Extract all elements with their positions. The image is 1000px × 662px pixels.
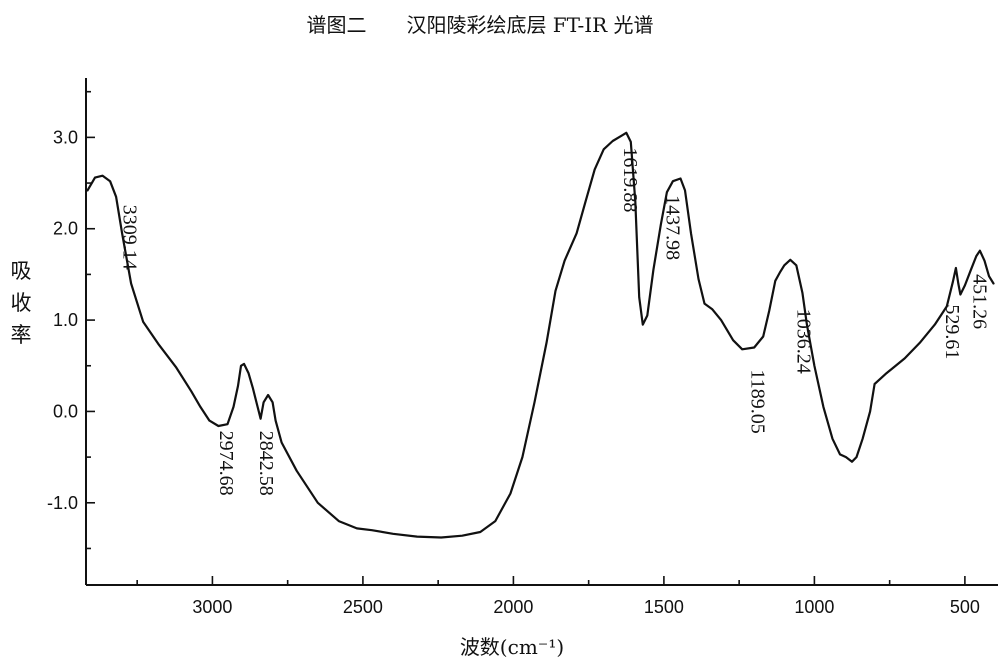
x-axis-ticks: 3000 2500 2000 1500 1000 500	[136, 576, 980, 617]
peak-label: 1036.24	[793, 309, 815, 374]
peak-labels: 3309.14 2974.68 2842.58 1619.88 1437.98 1189.…	[118, 147, 990, 495]
y-tick-label: -1.0	[47, 493, 78, 513]
y-tick-label: 2.0	[53, 219, 78, 239]
y-tick-label: 1.0	[53, 310, 78, 330]
peak-label: 2842.58	[255, 431, 277, 496]
y-axis-label-char: 收	[11, 291, 32, 315]
peak-label: 1619.88	[619, 147, 641, 212]
peak-label: 451.26	[969, 274, 991, 329]
axes	[85, 78, 998, 586]
x-axis-label: 波数(cm⁻¹)	[460, 635, 564, 659]
y-axis-label-char: 率	[11, 323, 32, 347]
peak-label: 1437.98	[662, 195, 684, 260]
x-tick-label: 1500	[644, 597, 684, 617]
x-tick-label: 500	[950, 597, 980, 617]
x-tick-label: 1000	[794, 597, 834, 617]
peak-label: 3309.14	[118, 205, 140, 270]
y-tick-label: 0.0	[53, 401, 78, 421]
y-tick-label: 3.0	[53, 127, 78, 147]
x-tick-label: 3000	[192, 597, 232, 617]
peak-label: 1189.05	[747, 370, 769, 434]
x-tick-label: 2000	[493, 597, 533, 617]
peak-label: 529.61	[941, 304, 963, 359]
x-tick-label: 2500	[343, 597, 383, 617]
y-axis-ticks: 3.0 2.0 1.0 0.0 -1.0	[47, 90, 95, 550]
spectrum-line	[86, 131, 995, 539]
y-axis-label: 吸收率	[11, 259, 32, 347]
y-axis-label-char: 吸	[11, 259, 32, 283]
chart-title: 谱图二 汉阳陵彩绘底层 FT-IR 光谱	[306, 13, 653, 37]
peak-label: 2974.68	[215, 431, 237, 496]
